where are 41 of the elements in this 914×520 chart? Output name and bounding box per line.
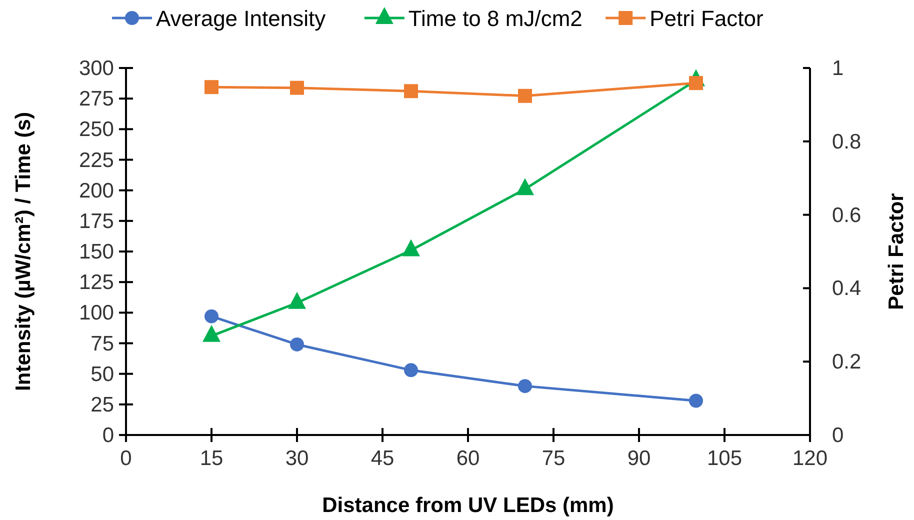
x-tick-label: 105 [706, 447, 742, 470]
y-tick-label: 125 [78, 271, 114, 294]
y2-tick-label: 0.8 [832, 130, 862, 154]
y2-tick-label: 0.4 [832, 277, 862, 300]
x-tick-label: 30 [285, 447, 309, 470]
point [689, 394, 703, 408]
point [404, 363, 418, 378]
legend-label: Time to 8 mJ/cm2 [408, 6, 582, 31]
x-tick-label: 60 [456, 447, 480, 470]
x-tick-label: 75 [542, 447, 566, 470]
y-tick-label: 75 [90, 332, 114, 356]
legend-label: Petri Factor [650, 6, 764, 31]
point [402, 239, 420, 256]
y-tick-label: 150 [78, 240, 114, 264]
y-tick-label: 300 [78, 57, 114, 80]
y-axis-title: Intensity (µW/cm²) / Time (s) [12, 112, 35, 391]
y-tick-label: 275 [78, 88, 114, 111]
x-tick-label: 120 [792, 447, 828, 470]
point [290, 337, 304, 352]
x-tick-label: 0 [120, 447, 132, 470]
y-tick-label: 50 [90, 362, 114, 386]
y-tick-label: 100 [78, 302, 114, 325]
x-tick-label: 45 [370, 447, 394, 470]
x-axis-title: Distance from UV LEDs (mm) [322, 494, 614, 517]
x-tick-label: 90 [627, 447, 651, 470]
y-tick-label: 25 [90, 393, 114, 416]
y-tick-label: 175 [78, 210, 114, 233]
point [516, 178, 534, 196]
y-tick-label: 250 [78, 118, 114, 142]
y2-tick-label: 0 [832, 424, 844, 447]
y2-axis-title: Petri Factor [885, 193, 908, 310]
y2-tick-label: 0.2 [832, 350, 862, 374]
x-tick-label: 15 [200, 447, 224, 470]
legend-label: Average Intensity [156, 6, 326, 31]
point [518, 379, 532, 394]
y-tick-label: 200 [78, 179, 114, 202]
y2-tick-label: 0.6 [832, 204, 862, 227]
y2-tick-label: 1 [832, 57, 844, 80]
y-tick-label: 0 [102, 424, 114, 447]
y-tick-label: 225 [78, 148, 114, 172]
point [204, 309, 218, 324]
